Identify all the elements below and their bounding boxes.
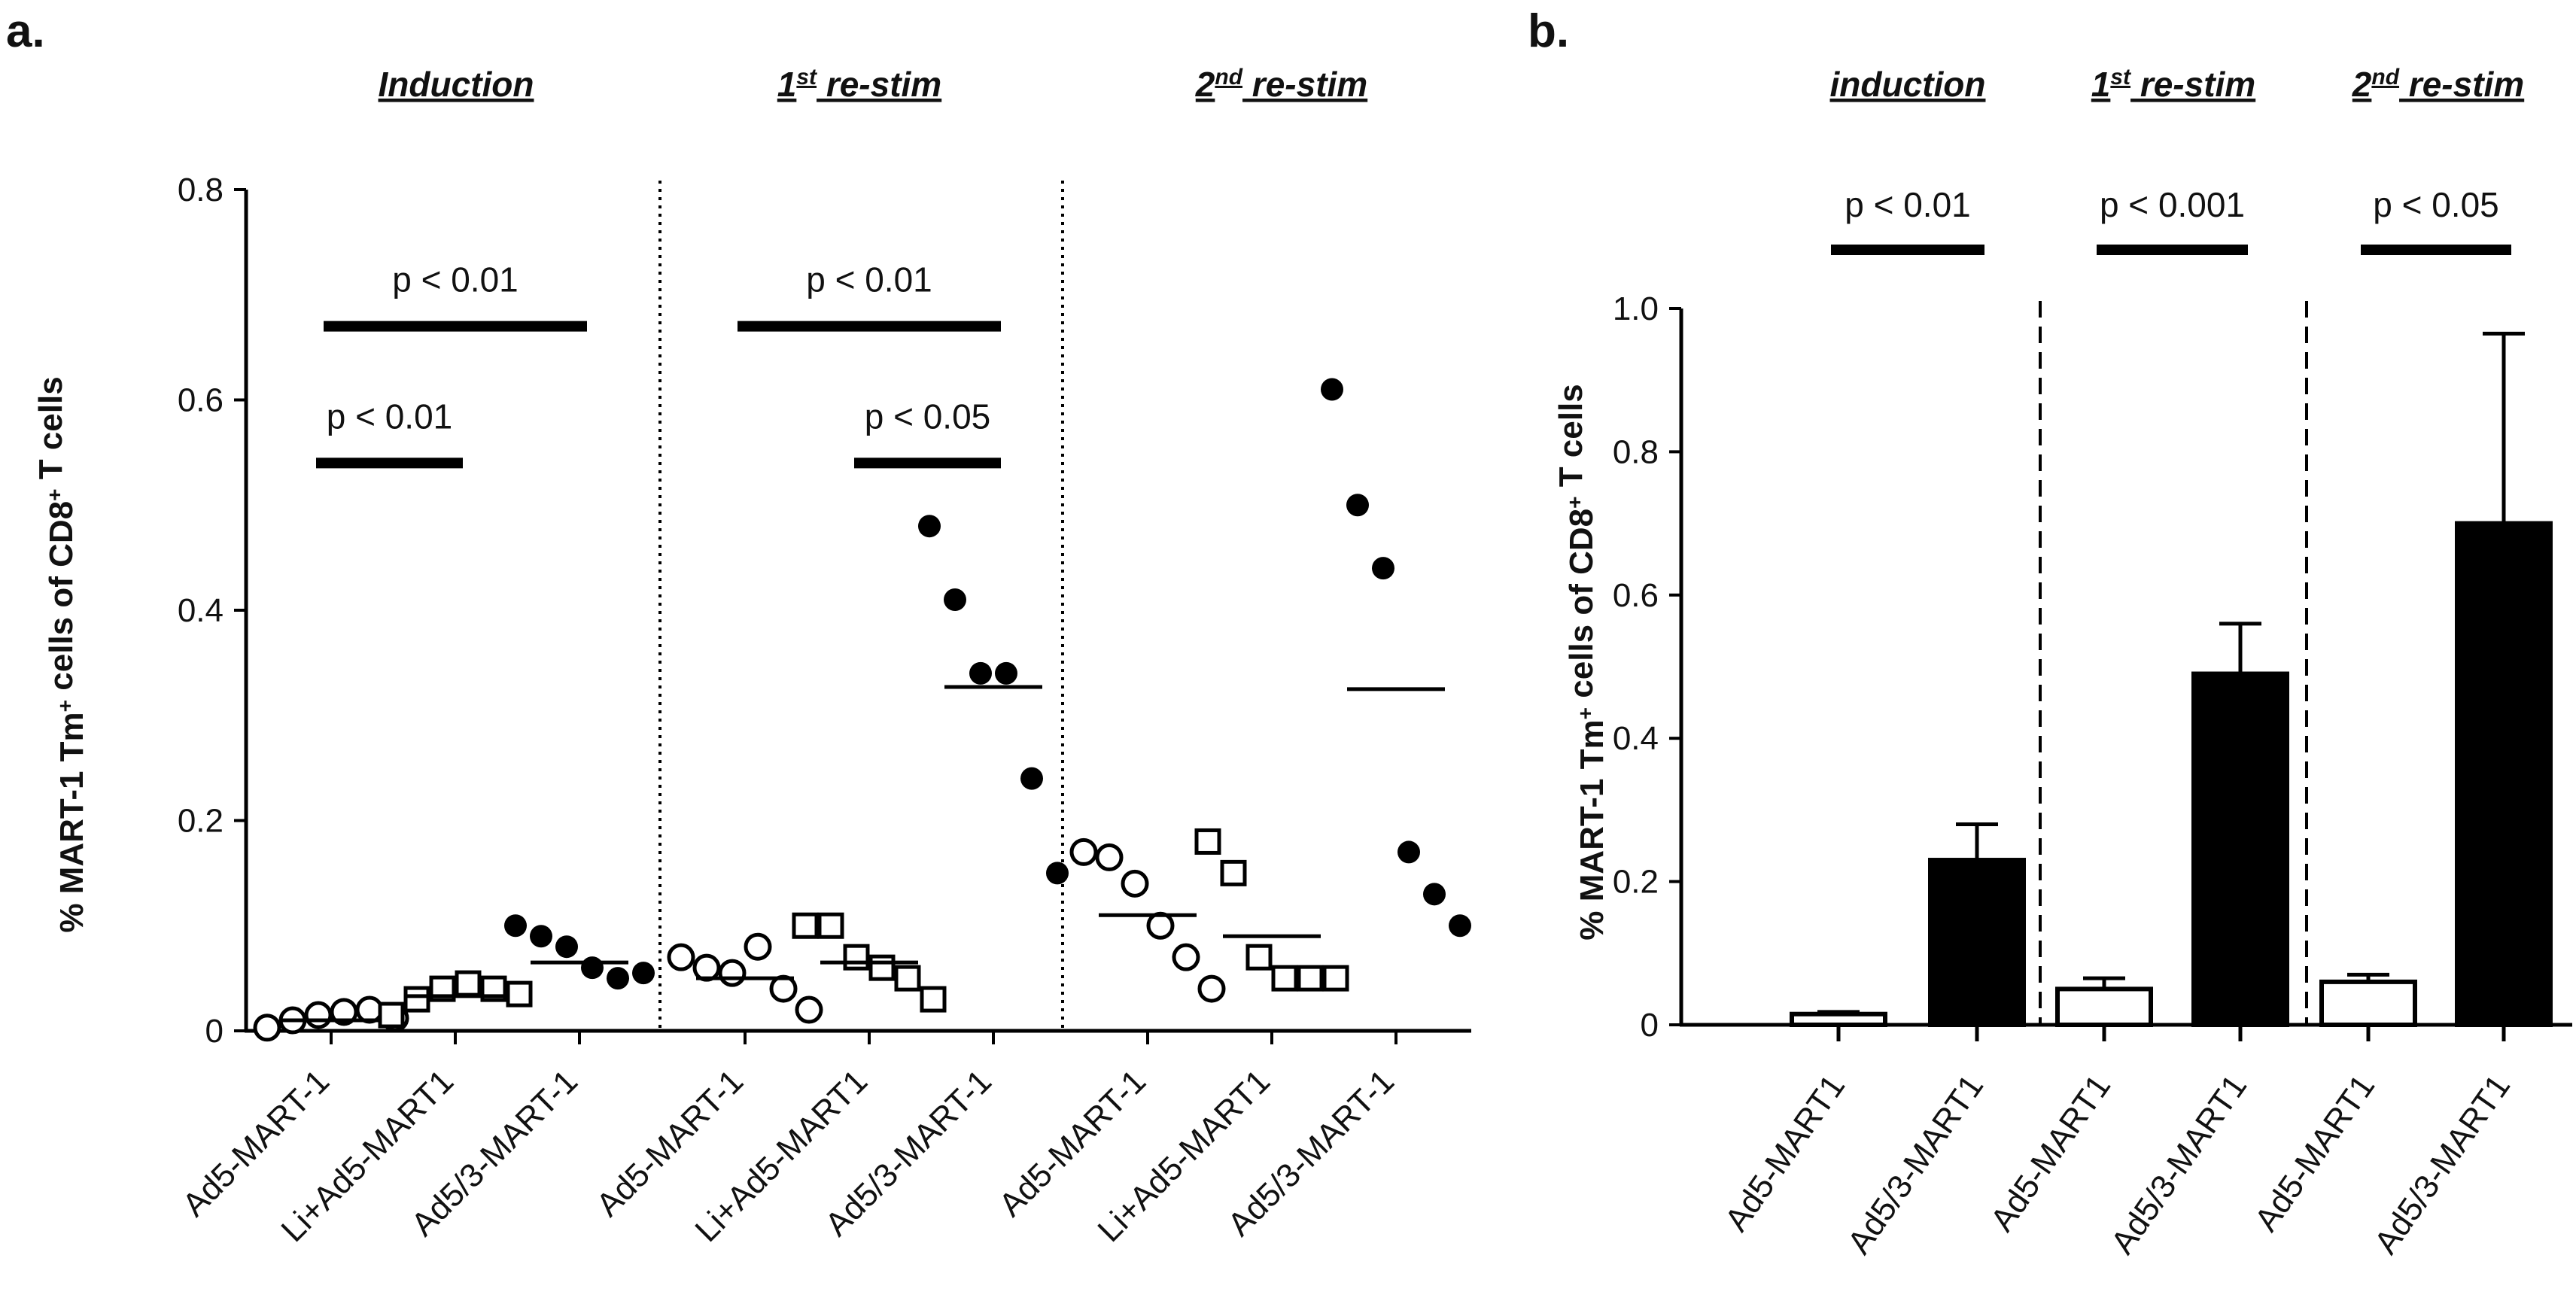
bar xyxy=(1790,1011,1887,1027)
x-tick-label: Ad5/3-MART1 xyxy=(2368,1068,2518,1261)
data-point xyxy=(920,986,947,1013)
p-value-label: p < 0.01 xyxy=(806,260,932,299)
data-point xyxy=(744,932,772,961)
data-point xyxy=(1372,557,1394,580)
data-point xyxy=(1046,862,1069,885)
data-point xyxy=(1220,859,1247,886)
panel-a-letter: a. xyxy=(6,5,45,57)
x-tick-label: Ad5/3-MART1 xyxy=(1841,1068,1991,1261)
y-tick-label: 0.8 xyxy=(178,172,224,208)
group-title: induction xyxy=(1830,65,1986,104)
data-point xyxy=(1297,965,1324,992)
data-point xyxy=(792,912,819,939)
data-point xyxy=(403,986,430,1013)
data-point xyxy=(817,912,844,939)
x-tick-label: Ad5-MART1 xyxy=(1718,1068,1853,1239)
data-point xyxy=(1397,840,1420,864)
y-axis-label: % MART-1 Tm+ cells of CD8+ T cells xyxy=(32,376,90,932)
data-point xyxy=(1322,965,1349,992)
y-tick-label: 0 xyxy=(1641,1007,1659,1044)
data-point xyxy=(581,956,604,980)
data-point xyxy=(1197,974,1226,1003)
data-point xyxy=(253,1014,281,1042)
data-point xyxy=(918,515,941,538)
data-point xyxy=(1146,911,1175,940)
data-point xyxy=(1194,828,1221,855)
p-value-label: p < 0.01 xyxy=(1845,185,1971,224)
data-point xyxy=(995,661,1017,685)
bar xyxy=(2055,986,2153,1028)
data-point xyxy=(667,943,695,971)
data-point xyxy=(1095,843,1124,871)
data-point xyxy=(868,954,896,981)
group-title: Induction xyxy=(379,65,534,104)
data-point xyxy=(504,914,527,938)
p-value-label: p < 0.05 xyxy=(2373,185,2499,224)
data-point xyxy=(555,935,578,959)
data-point xyxy=(718,959,747,987)
x-tick-label: Ad5-MART1 xyxy=(1984,1068,2118,1239)
y-tick-label: 0.4 xyxy=(178,592,224,629)
data-point xyxy=(795,995,823,1024)
bar xyxy=(2191,671,2289,1028)
bar xyxy=(2455,521,2553,1027)
group-title: 2nd re-stim xyxy=(2352,65,2524,104)
y-tick-label: 0.8 xyxy=(1613,433,1659,470)
y-tick-label: 0 xyxy=(205,1013,224,1050)
p-value-label: p < 0.01 xyxy=(327,397,453,436)
y-axis-label: % MART-1 Tm+ cells of CD8+ T cells xyxy=(1553,384,1610,940)
panel-b-letter: b. xyxy=(1528,5,1569,57)
data-point xyxy=(1449,914,1471,938)
y-tick-label: 1.0 xyxy=(1613,290,1659,327)
data-point xyxy=(1271,965,1298,992)
group-title: 1st re-stim xyxy=(777,65,941,104)
group-title: 1st re-stim xyxy=(2091,65,2255,104)
data-point xyxy=(455,970,482,997)
data-point xyxy=(1245,944,1273,971)
data-point xyxy=(1172,943,1200,971)
bar xyxy=(1928,858,2026,1028)
y-tick-label: 0.2 xyxy=(1613,864,1659,901)
data-point xyxy=(969,661,992,685)
data-point xyxy=(355,995,384,1024)
p-value-label: p < 0.001 xyxy=(2100,185,2245,224)
p-value-label: p < 0.01 xyxy=(392,260,519,299)
data-point xyxy=(378,1001,405,1029)
x-tick-label: Ad5/3-MART1 xyxy=(2104,1068,2255,1261)
p-value-label: p < 0.05 xyxy=(865,397,991,436)
data-point xyxy=(1346,494,1369,517)
data-point xyxy=(632,962,655,985)
data-point xyxy=(506,980,533,1008)
x-tick-label: Ad5-MART1 xyxy=(2248,1068,2383,1239)
y-tick-label: 0.4 xyxy=(1613,720,1659,757)
y-tick-label: 0.6 xyxy=(178,382,224,419)
data-point xyxy=(304,1001,333,1029)
data-point xyxy=(1020,767,1043,790)
y-tick-label: 0.2 xyxy=(178,803,224,840)
data-point xyxy=(530,925,552,948)
panel-b-bar-chart: b. 0 0.2 0.4 0.6 0.8 1.0 % MART-1 Tm+ cells of… xyxy=(1528,5,2572,1260)
data-point xyxy=(1069,837,1098,866)
panel-a-scatter-chart: a. 0 0.2 0.4 0.6 0.8 % MART-1 Tm+ cells of CD… xyxy=(6,5,1471,1249)
data-point xyxy=(769,974,798,1003)
group-title: 2nd re-stim xyxy=(1195,65,1367,104)
data-point xyxy=(692,953,721,982)
data-point xyxy=(607,967,629,990)
bar xyxy=(2319,979,2417,1028)
data-point xyxy=(1121,869,1149,898)
data-point xyxy=(1423,883,1446,906)
data-point xyxy=(894,965,921,992)
y-tick-label: 0.6 xyxy=(1613,577,1659,614)
data-point xyxy=(843,944,870,971)
data-point xyxy=(944,588,966,612)
data-point xyxy=(1321,378,1343,401)
